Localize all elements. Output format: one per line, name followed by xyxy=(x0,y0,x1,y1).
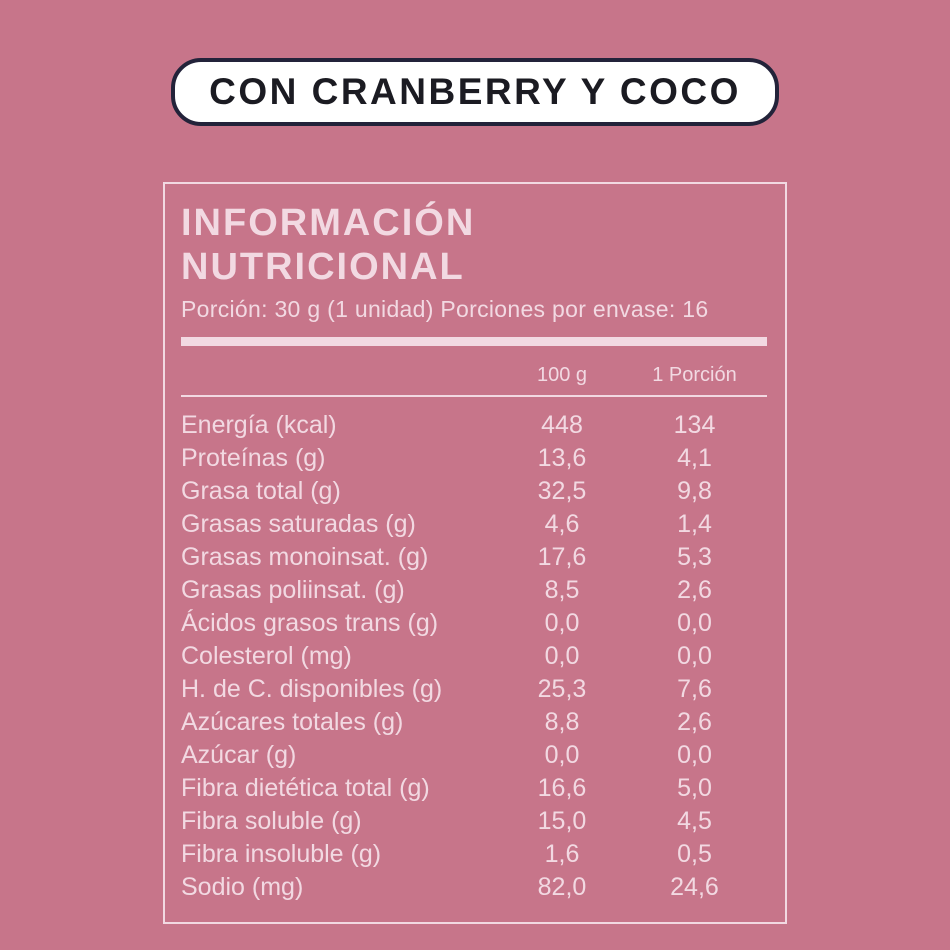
serving-info: Porción: 30 g (1 unidad) Porciones por e… xyxy=(181,296,709,323)
table-row: Energía (kcal) 448 134 xyxy=(181,409,767,442)
column-header-portion: 1 Porción xyxy=(652,364,737,387)
row-value-portion: 2,6 xyxy=(677,708,712,737)
row-value-100g: 0,0 xyxy=(544,609,580,638)
row-label: Fibra dietética total (g) xyxy=(181,774,430,803)
row-label: Ácidos grasos trans (g) xyxy=(181,609,439,638)
row-value-portion: 9,8 xyxy=(677,477,712,506)
row-value-portion: 0,0 xyxy=(677,741,712,770)
table-row: Grasas monoinsat. (g) 17,6 5,3 xyxy=(181,541,767,574)
row-label: H. de C. disponibles (g) xyxy=(181,675,443,704)
table-row: Grasas saturadas (g) 4,6 1,4 xyxy=(181,508,767,541)
divider-thick xyxy=(181,337,767,347)
row-value-portion: 2,6 xyxy=(677,576,712,605)
table-row: Colesterol (mg) 0,0 0,0 xyxy=(181,640,767,673)
flavor-badge: CON CRANBERRY Y COCO xyxy=(171,58,779,126)
table-row: Azúcares totales (g) 8,8 2,6 xyxy=(181,706,767,739)
table-row: Ácidos grasos trans (g) 0,0 0,0 xyxy=(181,607,767,640)
row-value-100g: 1,6 xyxy=(544,840,580,869)
divider-thin xyxy=(181,395,767,398)
row-value-portion: 0,0 xyxy=(677,609,712,638)
row-value-100g: 32,5 xyxy=(537,477,587,506)
row-label: Azúcar (g) xyxy=(181,741,297,770)
row-label: Grasas poliinsat. (g) xyxy=(181,576,405,605)
row-label: Grasas monoinsat. (g) xyxy=(181,543,429,572)
row-value-portion: 4,1 xyxy=(677,444,712,473)
row-label: Fibra soluble (g) xyxy=(181,807,362,836)
row-value-portion: 0,0 xyxy=(677,642,712,671)
table-rows: Energía (kcal) 448 134 Proteínas (g) 13,… xyxy=(181,409,767,904)
table-row: Proteínas (g) 13,6 4,1 xyxy=(181,442,767,475)
row-value-portion: 5,0 xyxy=(677,774,712,803)
table-row: Azúcar (g) 0,0 0,0 xyxy=(181,739,767,772)
row-value-100g: 13,6 xyxy=(537,444,587,473)
column-header-100g: 100 g xyxy=(536,364,588,387)
table-row: Sodio (mg) 82,0 24,6 xyxy=(181,871,767,904)
row-value-portion: 0,5 xyxy=(677,840,712,869)
row-label: Fibra insoluble (g) xyxy=(181,840,382,869)
nutrition-panel: INFORMACIÓN NUTRICIONAL Porción: 30 g (1… xyxy=(163,182,787,925)
panel-title: INFORMACIÓN NUTRICIONAL xyxy=(181,202,476,288)
row-label: Energía (kcal) xyxy=(181,411,337,440)
row-value-portion: 7,6 xyxy=(677,675,712,704)
table-row: Fibra insoluble (g) 1,6 0,5 xyxy=(181,838,767,871)
table-row: Grasa total (g) 32,5 9,8 xyxy=(181,475,767,508)
table-row: Fibra dietética total (g) 16,6 5,0 xyxy=(181,772,767,805)
row-label: Grasas saturadas (g) xyxy=(181,510,416,539)
row-value-100g: 15,0 xyxy=(537,807,587,836)
row-value-portion: 5,3 xyxy=(677,543,712,572)
row-label: Grasa total (g) xyxy=(181,477,341,506)
row-value-portion: 24,6 xyxy=(670,873,719,902)
row-value-portion: 134 xyxy=(673,411,716,440)
flavor-badge-label: CON CRANBERRY Y COCO xyxy=(209,71,741,112)
row-value-100g: 8,5 xyxy=(544,576,580,605)
table-row: Fibra soluble (g) 15,0 4,5 xyxy=(181,805,767,838)
row-value-portion: 1,4 xyxy=(677,510,712,539)
table-row: H. de C. disponibles (g) 25,3 7,6 xyxy=(181,673,767,706)
row-value-100g: 25,3 xyxy=(537,675,587,704)
row-value-100g: 448 xyxy=(541,411,583,440)
row-value-100g: 82,0 xyxy=(537,873,587,902)
row-label: Sodio (mg) xyxy=(181,873,304,902)
row-value-portion: 4,5 xyxy=(677,807,712,836)
table-row: Grasas poliinsat. (g) 8,5 2,6 xyxy=(181,574,767,607)
row-value-100g: 0,0 xyxy=(544,741,580,770)
row-value-100g: 8,8 xyxy=(544,708,580,737)
row-value-100g: 0,0 xyxy=(544,642,580,671)
row-label: Proteínas (g) xyxy=(181,444,326,473)
row-value-100g: 4,6 xyxy=(544,510,580,539)
row-value-100g: 16,6 xyxy=(537,774,587,803)
row-label: Azúcares totales (g) xyxy=(181,708,404,737)
column-header-row: 100 g 1 Porción xyxy=(181,364,767,387)
flavor-badge-wrap: CON CRANBERRY Y COCO xyxy=(0,0,950,126)
row-value-100g: 17,6 xyxy=(537,543,587,572)
row-label: Colesterol (mg) xyxy=(181,642,352,671)
